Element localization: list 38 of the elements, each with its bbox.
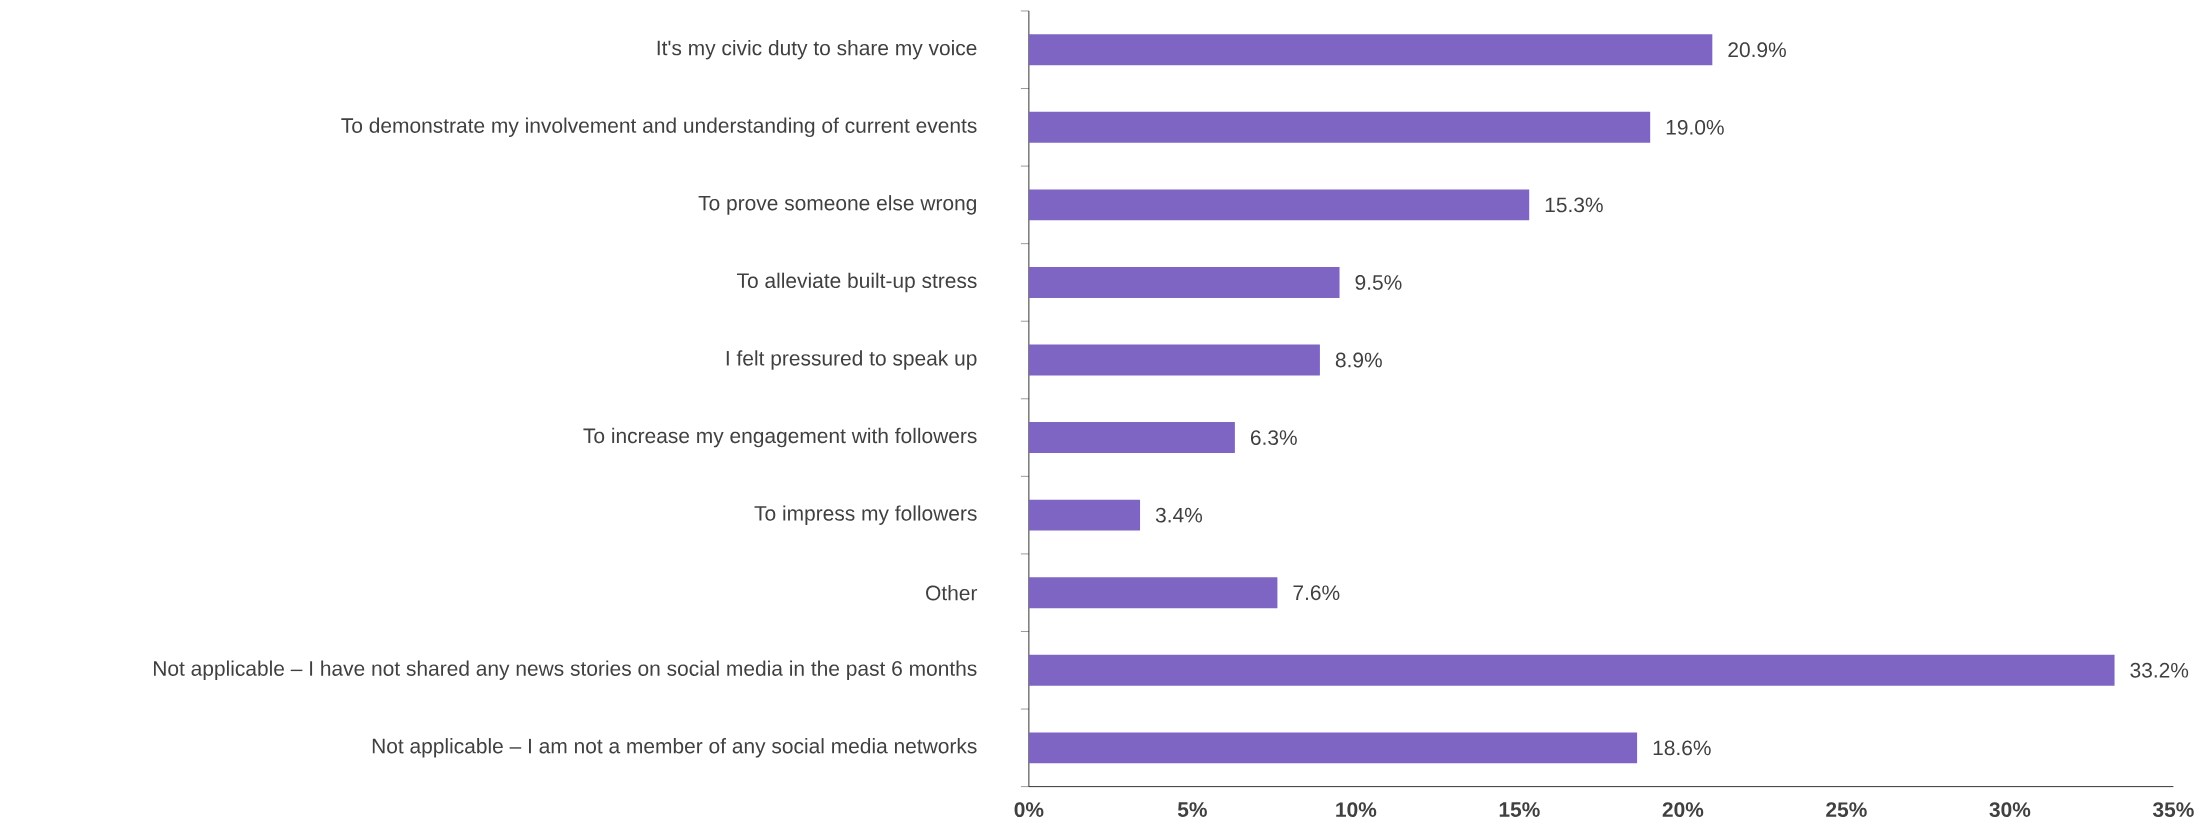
bar — [1028, 111, 1651, 143]
bar — [1028, 732, 1638, 764]
data-label: 6.3% — [1250, 429, 1297, 445]
x-tick-label: 5% — [1177, 801, 1207, 817]
bar — [1028, 189, 1530, 221]
y-tick-label: It's my civic duty to share my voice — [657, 39, 977, 60]
x-tick-label: 20% — [1662, 801, 1704, 817]
bar — [1028, 34, 1713, 65]
bar — [1028, 499, 1141, 531]
y-tick-label: Other — [926, 584, 978, 601]
bar — [1028, 266, 1340, 298]
y-tick-label: To prove someone else wrong — [698, 194, 977, 215]
data-label: 8.9% — [1335, 352, 1382, 368]
x-tick-label: 0% — [1014, 801, 1044, 817]
data-label: 9.5% — [1355, 274, 1402, 290]
data-label: 15.3% — [1545, 197, 1603, 213]
y-tick-label: I felt pressured to speak up — [726, 350, 977, 370]
data-label: 7.6% — [1293, 585, 1340, 600]
bar — [1028, 421, 1235, 453]
y-tick-label: To impress my followers — [754, 505, 977, 525]
x-tick-label: 15% — [1499, 801, 1540, 817]
x-tick-label: 30% — [1989, 801, 2031, 817]
data-label: 33.2% — [2130, 662, 2189, 678]
data-label: 20.9% — [1728, 42, 1786, 57]
y-tick-label: Not applicable – I am not a member of any social media networks — [372, 737, 977, 758]
data-label: 18.6% — [1653, 740, 1711, 756]
y-tick-label: Not applicable – I have not shared any news stories on social media in the past 6 months — [154, 660, 977, 680]
bar — [1028, 654, 2115, 686]
bar — [1028, 344, 1320, 376]
x-tick-label: 25% — [1826, 801, 1867, 817]
y-tick-label: To alleviate built-up stress — [737, 272, 977, 292]
x-tick-label: 10% — [1336, 801, 1377, 817]
x-tick-label: 35% — [2152, 801, 2194, 817]
y-tick-label: To demonstrate my involvement and understanding of current events — [341, 117, 977, 137]
data-label: 3.4% — [1155, 507, 1203, 523]
y-tick-label: To increase my engagement with followers — [583, 427, 977, 448]
bar — [1028, 577, 1278, 608]
data-label: 19.0% — [1666, 119, 1724, 135]
